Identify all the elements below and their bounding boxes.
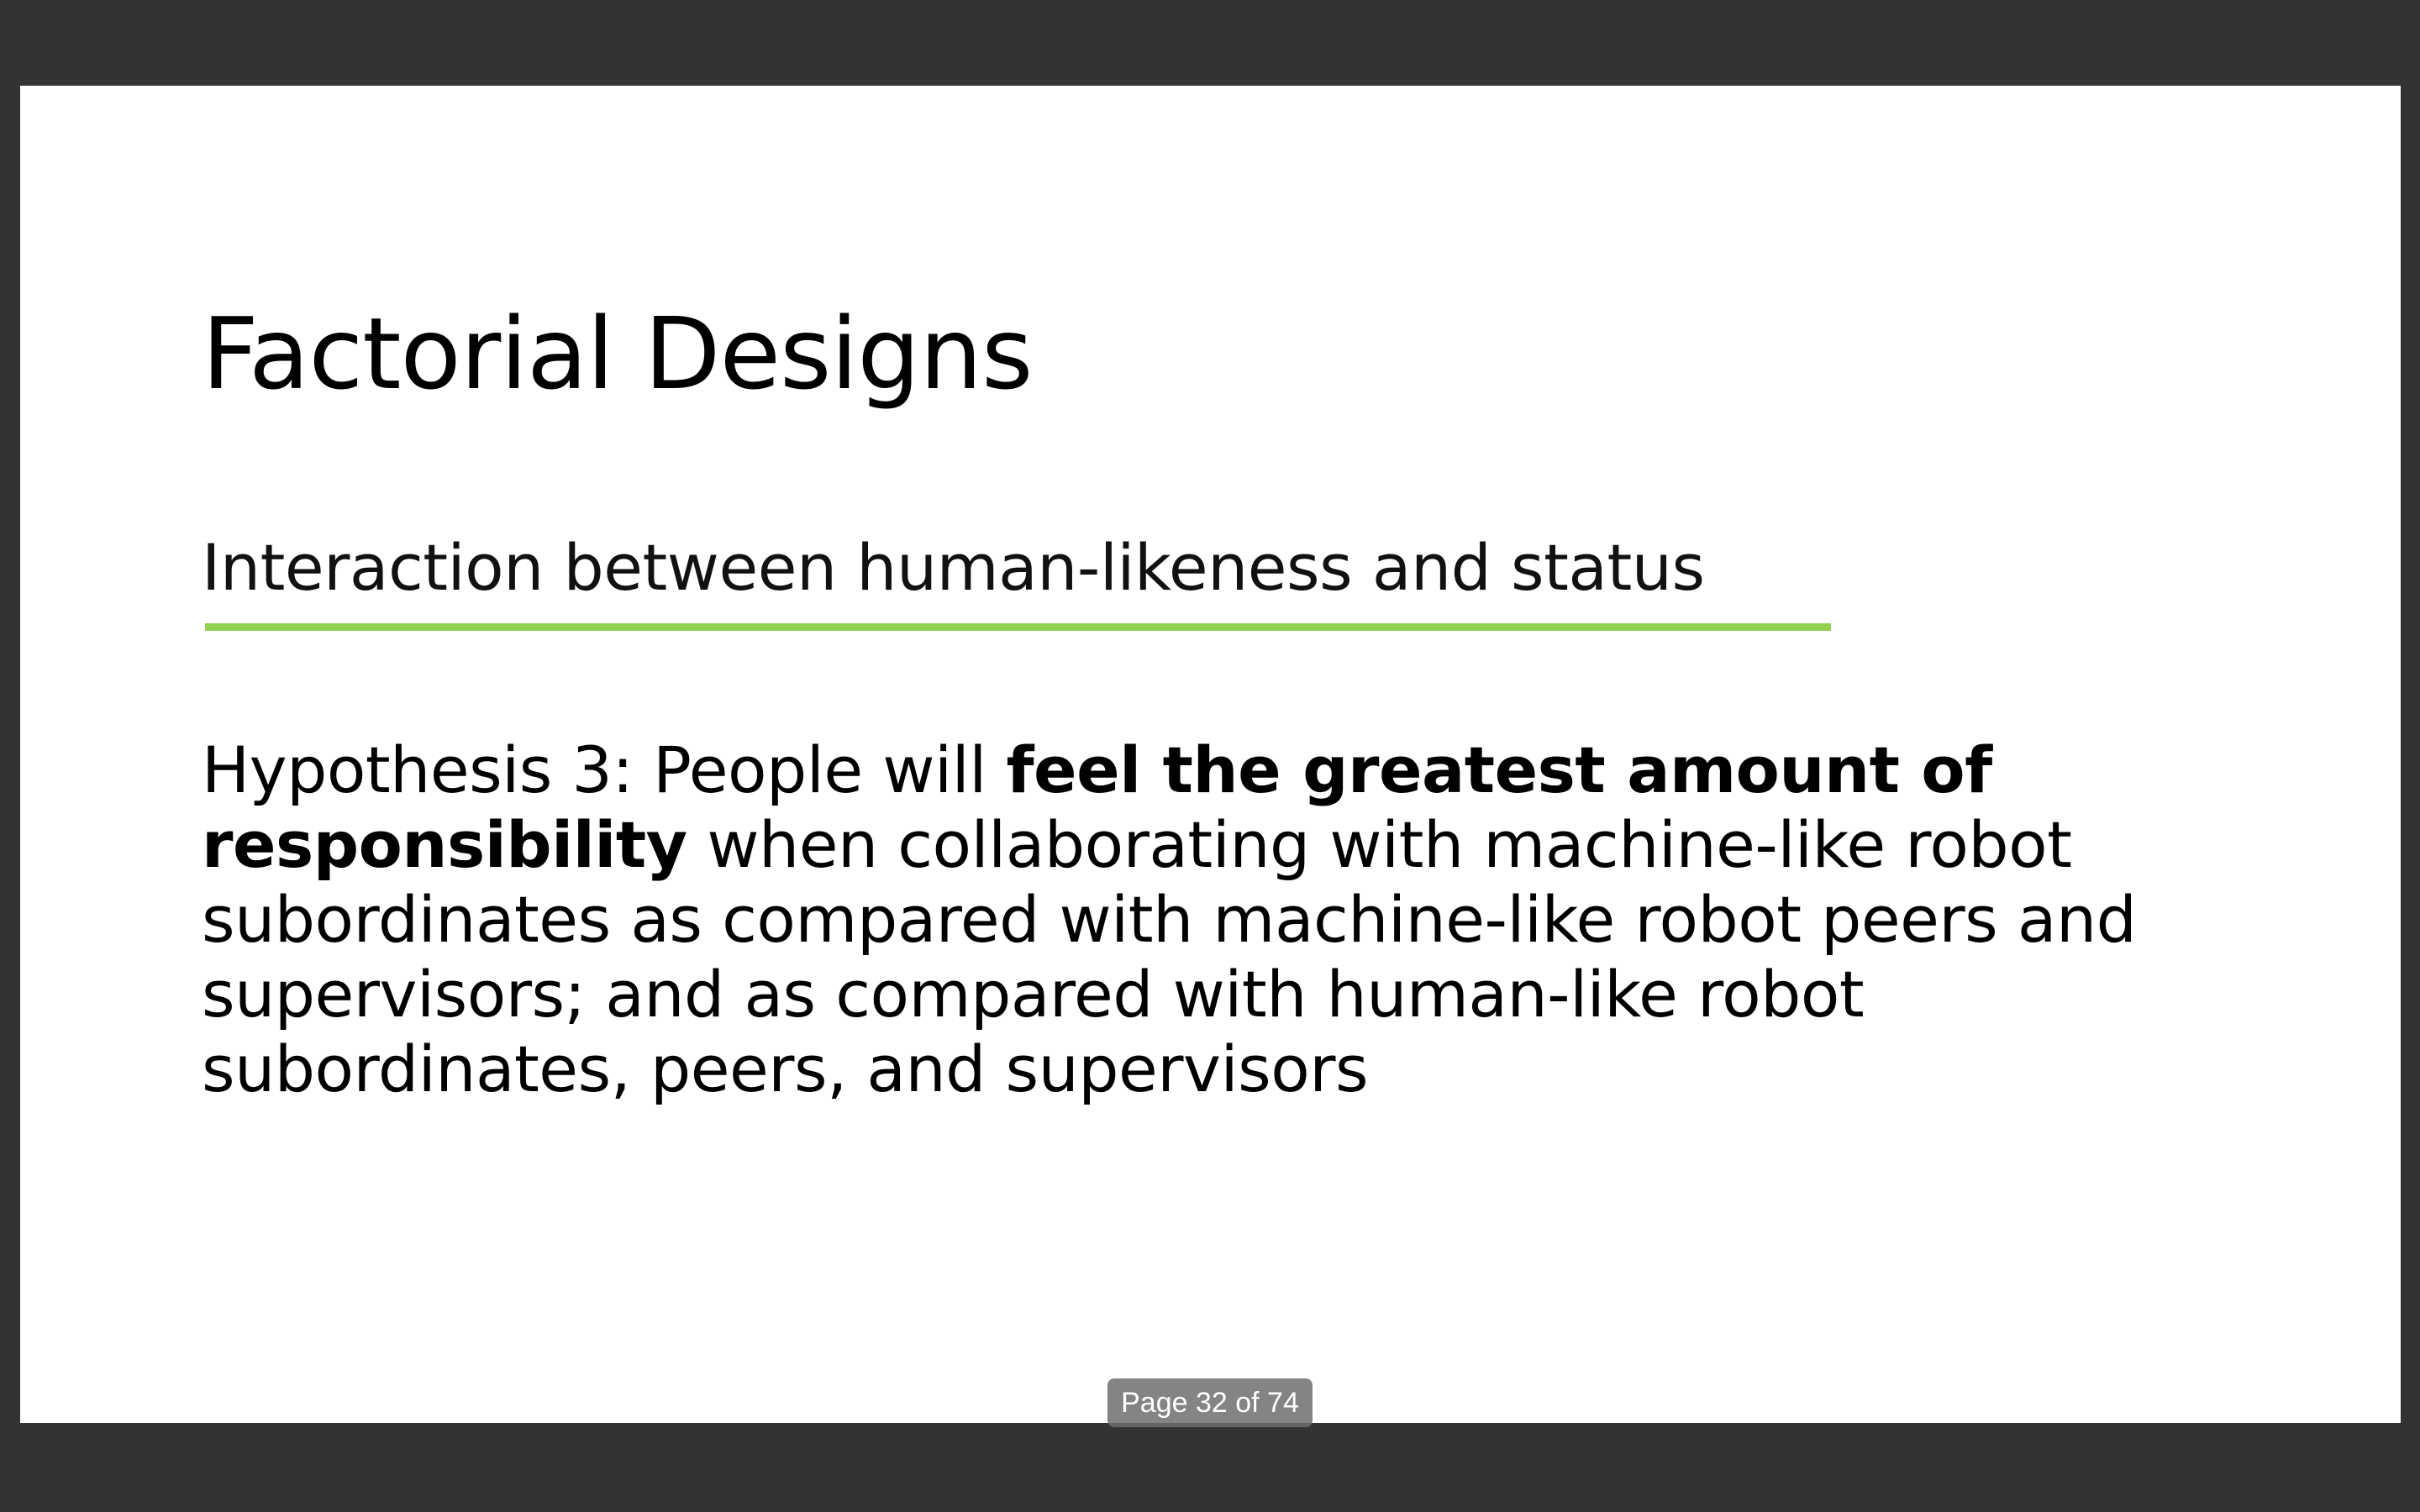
hypothesis-emphasis: feel the greatest amount of responsibili… bbox=[202, 732, 1992, 882]
subtitle-underline bbox=[205, 623, 1831, 631]
slide-subtitle: Interaction between human-likeness and s… bbox=[202, 530, 1705, 605]
slide-page: Factorial Designs Interaction between hu… bbox=[20, 86, 2401, 1423]
slide-title: Factorial Designs bbox=[202, 296, 1033, 412]
hypothesis-text: Hypothesis 3: People will feel the great… bbox=[202, 732, 2218, 1106]
hypothesis-prefix: Hypothesis 3: People will bbox=[202, 732, 1007, 807]
hypothesis-suffix: when collaborating with machine-like rob… bbox=[202, 807, 2137, 1106]
page-indicator: Page 32 of 74 bbox=[1107, 1378, 1313, 1427]
